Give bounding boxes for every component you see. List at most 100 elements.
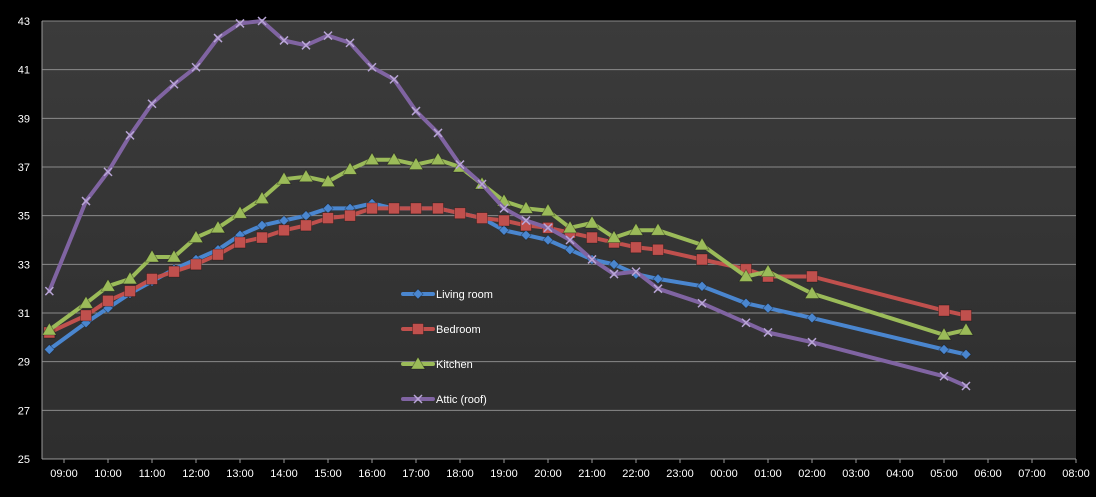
data-point	[169, 79, 179, 89]
data-point	[518, 200, 534, 214]
data-point-stroke	[961, 381, 971, 391]
legend-label: Bedroom	[436, 324, 481, 336]
x-tick-label: 18:00	[446, 468, 474, 480]
data-point	[696, 280, 708, 292]
data-point-stroke	[499, 203, 509, 213]
data-point	[144, 249, 160, 263]
data-point	[279, 35, 289, 45]
data-point	[939, 371, 949, 381]
data-point	[477, 179, 487, 189]
data-point	[276, 171, 292, 185]
data-point-stroke	[653, 284, 663, 294]
data-point	[433, 128, 443, 138]
data-point	[278, 224, 290, 237]
data-point	[124, 285, 136, 298]
data-point	[125, 130, 135, 140]
data-point	[806, 270, 818, 283]
data-point-stroke	[763, 327, 773, 337]
y-axis: 25 27 29 31 33 35 37 39 41 43	[18, 16, 43, 466]
y-tick-label: 29	[18, 357, 30, 369]
data-point	[454, 207, 466, 220]
data-point	[520, 229, 532, 241]
y-tick-label: 35	[18, 211, 30, 223]
data-point-stroke	[389, 74, 399, 84]
data-point	[542, 234, 554, 246]
data-point-stroke	[191, 62, 201, 72]
y-tick-label: 41	[18, 65, 30, 77]
data-point	[806, 312, 818, 324]
data-point-stroke	[697, 298, 707, 308]
data-point	[587, 254, 597, 264]
x-tick-label: 22:00	[622, 468, 650, 480]
data-point	[938, 304, 950, 317]
series-layer	[41, 16, 974, 391]
data-point	[41, 322, 58, 336]
data-point	[146, 273, 158, 285]
data-point-stroke	[433, 128, 443, 138]
x-tick-label: 02:00	[798, 468, 826, 480]
data-point	[147, 99, 157, 109]
x-tick-label: 16:00	[358, 468, 386, 480]
data-point-stroke	[301, 40, 311, 50]
data-point	[540, 203, 556, 217]
data-point	[652, 243, 664, 256]
y-tick-label: 43	[18, 16, 30, 28]
data-point-stroke	[741, 318, 751, 328]
data-point	[122, 271, 138, 285]
data-point-stroke	[103, 167, 113, 177]
data-point	[410, 202, 422, 215]
data-point-stroke	[213, 33, 223, 43]
data-point	[631, 267, 641, 277]
data-point	[188, 229, 204, 243]
data-point	[936, 327, 952, 341]
data-point-stroke	[521, 216, 531, 226]
data-point	[102, 294, 114, 307]
data-point	[80, 309, 92, 322]
x-tick-label: 20:00	[534, 468, 562, 480]
data-point	[100, 278, 116, 292]
data-point	[300, 219, 312, 232]
data-point-stroke	[455, 160, 465, 170]
data-point-stroke	[565, 235, 575, 245]
data-point	[323, 31, 333, 41]
x-tick-label: 07:00	[1018, 468, 1046, 480]
data-point	[498, 224, 510, 236]
data-point	[650, 222, 666, 236]
data-point	[608, 258, 620, 270]
data-point-stroke	[413, 394, 423, 404]
data-point	[432, 202, 444, 215]
data-point-stroke	[81, 196, 91, 206]
data-point	[413, 394, 423, 404]
data-point	[103, 167, 113, 177]
data-point-stroke	[169, 79, 179, 89]
x-tick-label: 12:00	[182, 468, 210, 480]
data-point	[345, 38, 355, 48]
data-point	[81, 196, 91, 206]
data-point-stroke	[279, 35, 289, 45]
data-point	[606, 229, 622, 243]
data-point-stroke	[411, 106, 421, 116]
data-point	[342, 161, 358, 175]
data-point	[958, 322, 974, 336]
data-point-stroke	[235, 18, 245, 28]
x-tick-label: 11:00	[139, 468, 166, 480]
x-tick-label: 17:00	[402, 468, 430, 480]
legend-label: Attic (roof)	[436, 394, 487, 406]
x-tick-label: 06:00	[974, 468, 1002, 480]
data-point	[521, 216, 531, 226]
x-tick-label: 00:00	[710, 468, 738, 480]
data-point	[562, 220, 578, 234]
data-point-stroke	[807, 337, 817, 347]
x-tick-label: 13:00	[226, 468, 254, 480]
data-point	[412, 323, 424, 335]
series-2	[41, 151, 974, 341]
data-point-stroke	[147, 99, 157, 109]
data-point	[256, 219, 268, 231]
data-point	[543, 223, 553, 233]
data-point	[298, 168, 314, 183]
data-point	[652, 273, 664, 285]
legend-label: Living room	[436, 289, 493, 301]
x-tick-label: 19:00	[490, 468, 518, 480]
data-point-stroke	[125, 130, 135, 140]
